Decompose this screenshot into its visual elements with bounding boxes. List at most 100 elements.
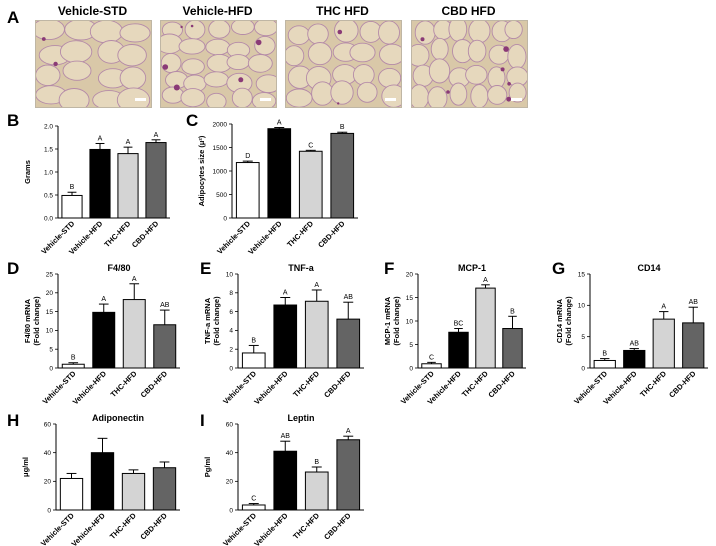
x-category-label: THC-HFD bbox=[102, 219, 132, 249]
y-axis-label: TNF-a mRNA bbox=[203, 297, 212, 344]
adipocyte-cell bbox=[161, 86, 185, 104]
y-axis-label: Adipocytes size (μ²) bbox=[197, 135, 206, 206]
y-tick-label: 1000 bbox=[213, 168, 228, 175]
stain-spot bbox=[446, 90, 450, 94]
y-tick-label: 5 bbox=[409, 342, 413, 349]
x-category-label: THC-HFD bbox=[638, 369, 668, 399]
y-tick-label: 60 bbox=[226, 421, 234, 428]
adipocyte-cell bbox=[379, 43, 401, 66]
bar-h-2 bbox=[121, 472, 146, 511]
y-axis-label-line2: (Fold change) bbox=[32, 296, 41, 346]
significance-label: C bbox=[308, 142, 313, 149]
adipocyte-cell bbox=[381, 84, 401, 107]
y-axis-label: Grams bbox=[23, 160, 32, 184]
bar-i-3 bbox=[336, 439, 361, 511]
adipocyte-cell bbox=[449, 82, 468, 106]
bar-f-0 bbox=[421, 363, 442, 369]
adipocyte-cell bbox=[254, 35, 276, 56]
significance-label: A bbox=[132, 276, 137, 283]
chart-title-i: Leptin bbox=[288, 413, 315, 423]
adipocyte-cell bbox=[231, 21, 255, 35]
bar-f-1 bbox=[448, 331, 469, 369]
stain-spot bbox=[190, 24, 194, 28]
stain-spot bbox=[420, 37, 425, 42]
bar-f-2 bbox=[475, 287, 496, 369]
adipocyte-cell bbox=[334, 21, 359, 43]
bar-d-3 bbox=[153, 324, 177, 369]
y-tick-label: 4 bbox=[229, 328, 233, 335]
adipocyte-cell bbox=[286, 45, 305, 67]
chart-title-d: F4/80 bbox=[107, 263, 130, 273]
y-tick-label: 5 bbox=[49, 347, 53, 354]
adipocyte-cell bbox=[59, 40, 93, 64]
y-tick-label: 1.5 bbox=[44, 146, 53, 153]
y-tick-label: 5 bbox=[581, 334, 585, 341]
stain-spot bbox=[255, 39, 262, 46]
adipocyte-cell bbox=[36, 21, 65, 41]
significance-label: A bbox=[483, 277, 488, 284]
y-tick-label: 2000 bbox=[213, 121, 228, 128]
chart-title-e: TNF-a bbox=[288, 263, 314, 273]
adipocyte-cell bbox=[287, 25, 311, 46]
chart-h: Adiponectin0204060μg/mlVehicle-STDVehicl… bbox=[21, 413, 180, 546]
x-category-label: THC-HFD bbox=[460, 369, 490, 399]
x-category-label: CBD-HFD bbox=[486, 369, 517, 400]
y-tick-label: 15 bbox=[406, 295, 414, 302]
adipocyte-cell bbox=[119, 23, 151, 43]
stain-spot bbox=[506, 96, 512, 102]
histology-title-thc-hfd: THC HFD bbox=[316, 4, 369, 18]
adipocyte-cell bbox=[254, 21, 276, 37]
scale-bar bbox=[385, 98, 396, 101]
bar-h-1 bbox=[90, 452, 115, 511]
stain-spot bbox=[337, 29, 343, 35]
stain-spot bbox=[238, 77, 244, 83]
stain-spot bbox=[41, 37, 46, 41]
x-category-label: THC-HFD bbox=[108, 511, 138, 541]
bar-c-2 bbox=[298, 150, 323, 219]
adipocyte-cell bbox=[58, 88, 90, 107]
chart-title-g: CD14 bbox=[637, 263, 660, 273]
x-category-label: CBD-HFD bbox=[667, 369, 698, 400]
adipocyte-cell bbox=[161, 33, 183, 54]
x-category-label: CBD-HFD bbox=[316, 219, 347, 250]
significance-label: AB bbox=[160, 302, 170, 309]
y-tick-label: 10 bbox=[226, 271, 234, 278]
bar-d-0 bbox=[61, 363, 85, 369]
bar-g-0 bbox=[593, 359, 616, 369]
y-tick-label: 0.5 bbox=[44, 192, 53, 199]
adipocyte-cell bbox=[178, 38, 206, 55]
significance-label: A bbox=[98, 135, 103, 142]
significance-label: B bbox=[314, 459, 319, 466]
adipocyte-cell bbox=[448, 21, 468, 42]
y-axis-label-line2: (Fold change) bbox=[564, 296, 573, 346]
stain-spot bbox=[162, 64, 169, 70]
adipocyte-cell bbox=[428, 58, 451, 84]
significance-label: C bbox=[251, 496, 256, 503]
adipocyte-cell bbox=[307, 42, 333, 66]
bar-d-2 bbox=[122, 299, 146, 369]
scale-bar bbox=[135, 98, 146, 101]
y-tick-label: 0 bbox=[409, 365, 413, 372]
histology-title-vehicle-std: Vehicle-STD bbox=[57, 4, 128, 18]
adipocyte-cell bbox=[286, 88, 313, 107]
y-tick-label: 500 bbox=[216, 192, 227, 199]
significance-label: A bbox=[101, 296, 106, 303]
x-category-label: CBD-HFD bbox=[130, 219, 161, 250]
significance-label: A bbox=[283, 290, 288, 297]
adipocyte-cell bbox=[89, 21, 124, 44]
adipocyte-cell bbox=[412, 43, 430, 67]
y-tick-label: 0 bbox=[229, 365, 233, 372]
bar-i-1 bbox=[273, 450, 298, 511]
adipocyte-cell bbox=[427, 86, 448, 107]
y-tick-label: 25 bbox=[46, 271, 54, 278]
adipocyte-cell bbox=[508, 82, 527, 103]
x-category-label: Vehicle-HFD bbox=[70, 511, 108, 546]
histology-title-vehicle-hfd: Vehicle-HFD bbox=[182, 4, 253, 18]
y-tick-label: 20 bbox=[226, 479, 234, 486]
x-category-label: Vehicle-HFD bbox=[246, 219, 284, 257]
y-tick-label: 10 bbox=[46, 328, 54, 335]
y-tick-label: 20 bbox=[44, 479, 52, 486]
adipocyte-cell bbox=[116, 87, 151, 107]
adipocyte-cell bbox=[208, 21, 231, 39]
